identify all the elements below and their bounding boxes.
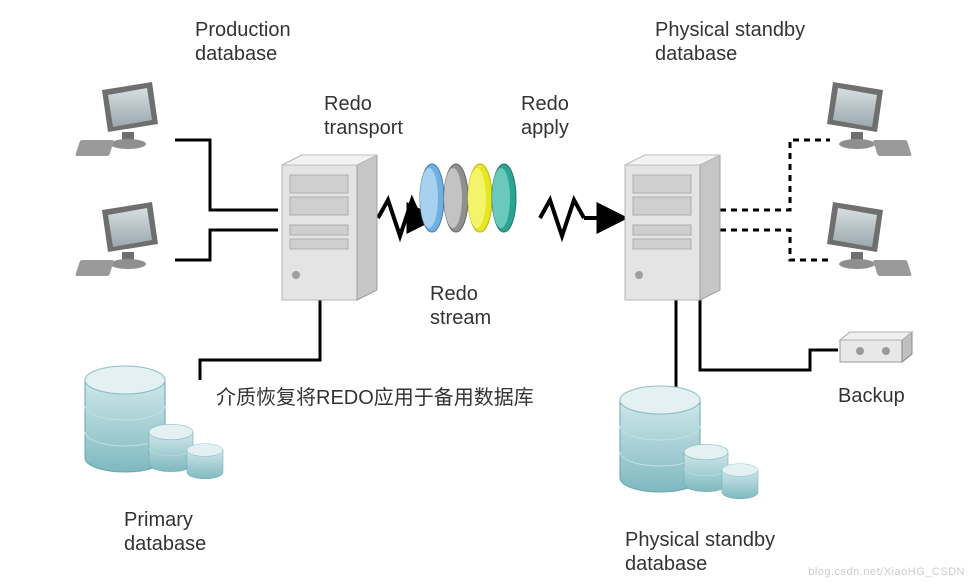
edge-serverR-backup [700, 300, 838, 370]
label-production-db: Production database [195, 18, 291, 66]
edge-mon2-server [175, 230, 278, 260]
monitor-right-2 [827, 202, 912, 276]
label-backup: Backup [838, 384, 905, 408]
edge-serverR-mon2 [720, 230, 830, 260]
label-physical-standby-bottom: Physical standby database [625, 528, 775, 576]
edge-redo-serverR [540, 200, 584, 236]
db-standby [620, 386, 758, 499]
label-redo-transport: Redo transport [324, 92, 403, 140]
server-left [282, 155, 377, 300]
db-primary [85, 366, 223, 479]
backup-drive [840, 332, 912, 362]
edge-serverR-mon1 [720, 140, 830, 210]
redo-stream-disks [420, 164, 516, 232]
edge-serverL-redo [378, 200, 420, 236]
monitor-left-1 [75, 82, 158, 156]
edge-mon1-server [175, 140, 278, 210]
label-primary-db: Primary database [124, 508, 206, 556]
label-physical-standby-top: Physical standby database [655, 18, 805, 66]
monitor-right-1 [827, 82, 912, 156]
watermark: blog.csdn.net/XiaoHG_CSDN [808, 566, 965, 578]
label-redo-apply: Redo apply [521, 92, 569, 140]
label-redo-stream: Redo stream [430, 282, 491, 330]
server-right [625, 155, 720, 300]
monitor-left-2 [75, 202, 158, 276]
label-caption-cn: 介质恢复将REDO应用于备用数据库 [216, 386, 534, 410]
edge-serverL-dbL [200, 300, 320, 380]
